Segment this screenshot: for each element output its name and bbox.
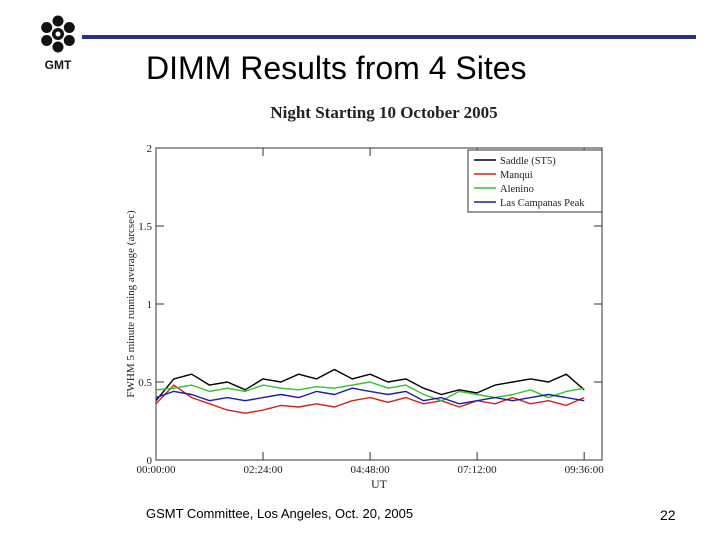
gmt-logo: GMT [41, 15, 75, 72]
series-line [155, 387, 585, 405]
legend-label: Alenino [500, 184, 534, 195]
legend-label: Las Campanas Peak [500, 198, 585, 209]
logo-text: GMT [45, 58, 72, 72]
legend-label: Saddle (ST5) [500, 156, 556, 167]
x-tick-label: 04:48:00 [351, 464, 391, 476]
y-tick-label: 0.5 [138, 377, 152, 389]
y-axis: 0 0.5 1 1.5 2 [138, 143, 602, 467]
x-axis: 00:00:00 02:24:00 04:48:00 07:12:00 09:36:00 [136, 148, 604, 476]
legend-items: Saddle (ST5) Manqui Alenino Las Campanas Pe… [474, 156, 585, 209]
y-tick-label: 2 [147, 143, 153, 155]
x-tick-label: 00:00:00 [136, 464, 176, 476]
chart: Night Starting 10 October 2005 0 0.5 1 1.5 2… [122, 96, 622, 496]
chart-svg: Night Starting 10 October 2005 0 0.5 1 1.5 2… [125, 103, 604, 491]
x-tick-label: 07:12:00 [458, 464, 498, 476]
chart-title: Night Starting 10 October 2005 [270, 103, 497, 122]
x-tick-label: 09:36:00 [565, 464, 605, 476]
x-tick-label: 02:24:00 [243, 464, 283, 476]
y-tick-label: 0 [147, 455, 153, 467]
series-line [155, 381, 585, 402]
x-axis-label: UT [371, 477, 388, 491]
footer-text: GSMT Committee, Los Angeles, Oct. 20, 20… [146, 506, 414, 521]
series-line [155, 384, 585, 414]
series-line [155, 368, 585, 402]
page-number: 22 [660, 507, 676, 523]
legend: Saddle (ST5) Manqui Alenino Las Campanas Pe… [467, 149, 603, 213]
series-lines [155, 368, 585, 414]
y-axis-label: FWHM 5 minute running average (arcsec) [125, 210, 137, 398]
title-rule [82, 35, 696, 39]
slide-title: DIMM Results from 4 Sites [146, 50, 527, 86]
y-tick-label: 1 [147, 299, 153, 311]
y-tick-label: 1.5 [138, 221, 152, 233]
gmt-mirror-segments-icon [41, 15, 75, 53]
legend-label: Manqui [500, 170, 533, 181]
